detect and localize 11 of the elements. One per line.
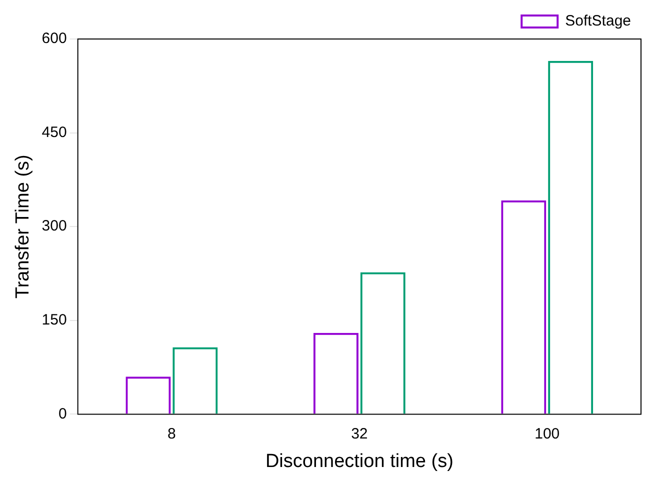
y-tick-label: 300 (42, 218, 67, 235)
y-tick-label: 150 (42, 312, 67, 329)
x-tick-label: 100 (534, 425, 560, 442)
y-axis-title: Transfer Time (s) (12, 154, 34, 299)
x-axis-title: Disconnection time (s) (265, 450, 454, 472)
x-tick-label: 32 (351, 425, 368, 442)
x-tick-label: 8 (168, 425, 176, 442)
y-tick-label: 450 (42, 124, 67, 141)
y-tick-label: 0 (58, 405, 67, 422)
legend-label: SoftStage (565, 12, 632, 30)
y-tick-label: 600 (42, 30, 67, 48)
